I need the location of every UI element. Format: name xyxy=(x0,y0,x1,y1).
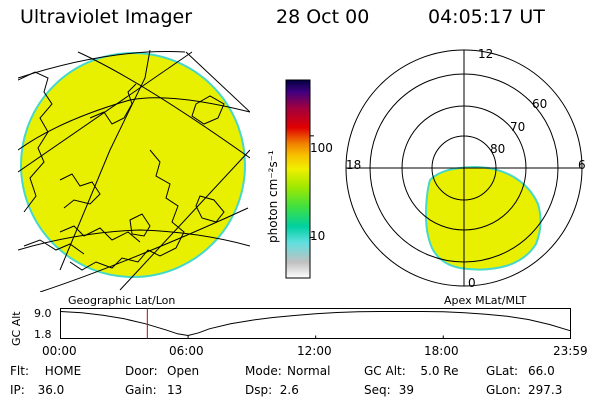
colorbar-tick-10: 10 xyxy=(310,229,326,243)
gc-alt-plot-frame xyxy=(60,308,571,339)
polar-panel-label: Apex MLat/MLT xyxy=(444,294,527,307)
map-panel-label: Geographic Lat/Lon xyxy=(68,294,176,307)
status-key: GLon: xyxy=(486,383,521,397)
status-value: 5.0 Re xyxy=(420,364,459,378)
time-tick-1800: 18:00 xyxy=(424,344,459,358)
colorbar-gradient xyxy=(285,79,311,279)
mlat-label-60: 60 xyxy=(532,97,548,111)
status-value: 66.0 xyxy=(528,364,555,378)
status-value: Open xyxy=(167,364,200,378)
status-value: HOME xyxy=(44,364,82,378)
mlt-label-6: 6 xyxy=(578,158,586,172)
colorbar-unit-label: photon cm⁻²s⁻¹ xyxy=(266,150,280,243)
status-value: Normal xyxy=(287,364,331,378)
mlt-label-18: 18 xyxy=(346,158,362,172)
gc-alt-ytick-bottom: 1.8 xyxy=(34,328,52,341)
image-date: 28 Oct 00 xyxy=(276,6,370,28)
gc-alt-axis-label: GC Alt xyxy=(10,311,23,346)
colorbar-tick-100: 100 xyxy=(310,141,333,155)
instrument-title: Ultraviolet Imager xyxy=(20,6,193,28)
status-key: Gain: xyxy=(125,383,157,397)
status-key: Flt: xyxy=(10,364,29,378)
status-value: 297.3 xyxy=(528,383,563,397)
status-key: GC Alt: xyxy=(364,364,406,378)
status-key: Seq: xyxy=(364,383,391,397)
geographic-grid xyxy=(18,50,250,292)
status-value: 13 xyxy=(167,383,183,397)
aurora-polar-region xyxy=(424,166,542,271)
status-value: 36.0 xyxy=(37,383,65,397)
image-time: 04:05:17 UT xyxy=(428,6,545,28)
time-tick-1200: 12:00 xyxy=(297,344,332,358)
status-value: 2.6 xyxy=(279,383,299,397)
colorbar xyxy=(285,79,314,279)
gc-alt-series-line xyxy=(60,311,571,337)
gc-alt-ytick-top: 9.0 xyxy=(34,307,52,320)
mlt-label-12: 12 xyxy=(478,47,494,61)
status-key: Door: xyxy=(125,364,158,378)
polar-plot xyxy=(345,49,583,287)
mlat-label-80: 80 xyxy=(490,142,506,156)
polar-grid xyxy=(345,49,583,287)
time-tick-2359: 23:59 xyxy=(553,344,588,358)
gc-alt-plot xyxy=(60,308,571,339)
status-key: IP: xyxy=(10,383,25,397)
status-key: Mode: xyxy=(245,364,282,378)
time-tick-0000: 00:00 xyxy=(42,344,77,358)
status-value: 39 xyxy=(398,383,415,397)
status-key: Dsp: xyxy=(245,383,273,397)
time-tick-0600: 06:00 xyxy=(169,344,204,358)
mlat-label-70: 70 xyxy=(510,120,526,134)
colorbar-ticks xyxy=(310,135,314,238)
status-key: GLat: xyxy=(486,364,519,378)
mlt-label-0: 0 xyxy=(468,276,476,290)
geographic-map xyxy=(18,50,250,292)
